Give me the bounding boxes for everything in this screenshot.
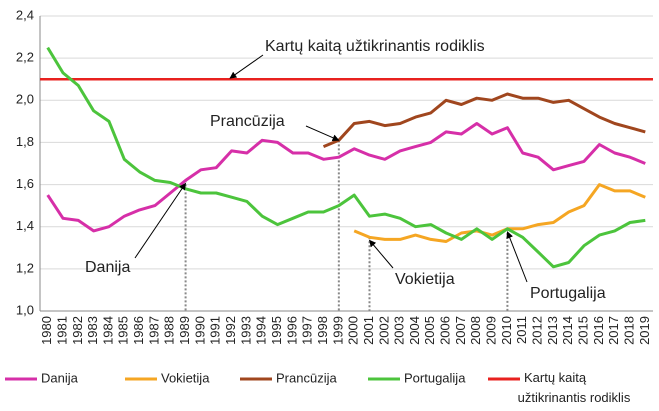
series-line xyxy=(46,46,646,269)
annotation-arrow xyxy=(506,231,528,283)
x-tick-label: 2019 xyxy=(637,316,652,345)
x-tick-label: 1995 xyxy=(269,316,284,345)
legend-label: Danija xyxy=(41,370,79,385)
annotation: Prancūzija xyxy=(210,113,285,130)
x-tick-label: 1994 xyxy=(254,316,269,345)
x-tick-label: 1999 xyxy=(330,316,345,345)
y-tick-label: 1,4 xyxy=(16,218,34,233)
x-tick-label: 2018 xyxy=(621,316,636,345)
x-tick-label: 2016 xyxy=(591,316,606,345)
x-tick-label: 1983 xyxy=(85,316,100,345)
x-tick-label: 2013 xyxy=(545,316,560,345)
legend-label-line: užtikrinantis rodiklis xyxy=(514,390,631,405)
y-tick-label: 1,2 xyxy=(16,260,34,275)
annotation-arrow xyxy=(305,125,340,142)
x-tick-label: 2009 xyxy=(484,316,499,345)
legend-label: Portugalija xyxy=(404,370,466,385)
x-tick-label: 2011 xyxy=(514,316,529,344)
x-tick-label: 1998 xyxy=(315,316,330,345)
x-tick-label: 2014 xyxy=(560,316,575,345)
x-tick-label: 2006 xyxy=(438,316,453,345)
x-tick-label: 2000 xyxy=(346,316,361,345)
x-tick-label: 2001 xyxy=(361,316,376,345)
x-tick-label: 1997 xyxy=(300,316,315,345)
y-tick-label: 1,6 xyxy=(16,176,34,191)
x-tick-label: 1985 xyxy=(116,316,131,345)
x-tick-label: 2012 xyxy=(530,316,545,345)
x-tick-label: 2007 xyxy=(453,316,468,345)
x-tick-label: 1986 xyxy=(131,316,146,345)
x-tick-label: 2008 xyxy=(468,316,483,345)
x-tick-label: 1982 xyxy=(70,316,85,345)
x-tick-label: 2017 xyxy=(606,316,621,345)
annotation-arrow xyxy=(229,54,264,79)
x-tick-label: 1980 xyxy=(39,316,54,345)
annotation: Vokietija xyxy=(395,271,455,288)
x-tick-label: 2010 xyxy=(499,316,514,345)
x-tick-label: 1990 xyxy=(192,316,207,345)
series-line xyxy=(46,122,646,233)
x-tick-label: 1984 xyxy=(100,316,115,345)
x-tick-label: 1991 xyxy=(208,316,223,345)
x-tick-label: 1989 xyxy=(177,316,192,345)
x-tick-label: 2004 xyxy=(407,316,422,345)
x-tick-label: 1993 xyxy=(238,316,253,345)
annotation-arrow xyxy=(369,239,394,269)
y-tick-label: 2,2 xyxy=(16,50,34,65)
annotation: Portugalija xyxy=(530,285,606,302)
annotation: Danija xyxy=(85,259,130,276)
x-tick-label: 1988 xyxy=(162,316,177,345)
y-tick-label: 2,0 xyxy=(16,92,34,107)
annotation-arrow xyxy=(134,182,187,259)
x-tick-label: 1996 xyxy=(284,316,299,345)
annotation: Kartų kaitą užtikrinantis rodiklis xyxy=(265,38,485,55)
x-tick-label: 2003 xyxy=(392,316,407,345)
legend-label: Vokietija xyxy=(161,370,210,385)
x-tick-label: 2015 xyxy=(575,316,590,345)
x-tick-label: 1981 xyxy=(54,316,69,345)
legend-label: Kartų kaitą užtikrinantis rodiklis xyxy=(514,370,631,405)
x-tick-label: 1987 xyxy=(146,316,161,345)
series-line xyxy=(322,92,646,148)
legend-label: Prancūzija xyxy=(276,370,337,385)
y-tick-label: 2,4 xyxy=(16,7,34,22)
x-tick-label: 2005 xyxy=(422,316,437,345)
series-line xyxy=(353,183,646,243)
legend-label-line: Kartų kaitą xyxy=(524,370,587,385)
x-tick-label: 2002 xyxy=(376,316,391,345)
y-tick-label: 1,0 xyxy=(16,302,34,317)
y-tick-label: 1,8 xyxy=(16,134,34,149)
x-tick-label: 1992 xyxy=(223,316,238,345)
